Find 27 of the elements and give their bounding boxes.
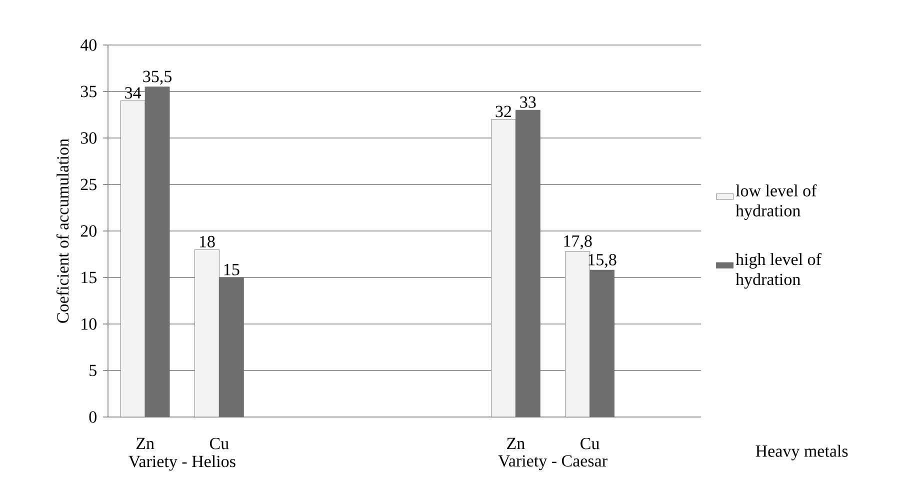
x-tick-label: Zn bbox=[507, 438, 525, 449]
y-tick-label: 0 bbox=[89, 411, 96, 423]
x-tick-label: Cu bbox=[210, 438, 229, 450]
y-tick-label: 5 bbox=[90, 364, 96, 376]
data-label: 34 bbox=[125, 87, 142, 99]
data-label: 33 bbox=[520, 96, 536, 108]
y-tick-label: 25 bbox=[80, 178, 96, 190]
y-tick-label: 35 bbox=[80, 86, 96, 98]
x-tick-label: Zn bbox=[136, 438, 154, 449]
data-label: 15 bbox=[224, 264, 240, 276]
y-tick-label: 10 bbox=[82, 318, 96, 330]
y-tick-label: 30 bbox=[80, 132, 96, 144]
y-tick-label: 20 bbox=[80, 225, 96, 237]
data-label: 17,8 bbox=[564, 235, 592, 250]
data-label: 18 bbox=[200, 236, 215, 248]
data-label: 35,5 bbox=[143, 70, 172, 85]
text: Variety - Helios bbox=[128, 455, 236, 471]
legend-label: low level of hydration bbox=[736, 184, 817, 220]
legend-label: high level of hydration bbox=[736, 253, 822, 289]
y-axis-title: Coeficient of accumulation bbox=[56, 138, 69, 323]
y-tick-label: 15 bbox=[82, 272, 96, 284]
data-label: 15,8 bbox=[588, 254, 616, 268]
x-tick-label: Cu bbox=[580, 438, 600, 450]
data-label: 32 bbox=[496, 106, 512, 118]
text: Variety - Caesar bbox=[498, 455, 608, 470]
x-axis-title: Heavy metals bbox=[756, 444, 848, 460]
y-tick-label: 40 bbox=[80, 39, 96, 51]
